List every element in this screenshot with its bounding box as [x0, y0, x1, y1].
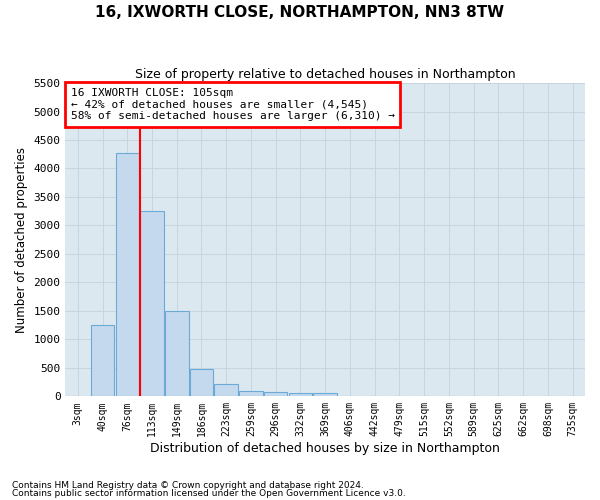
Text: Contains HM Land Registry data © Crown copyright and database right 2024.: Contains HM Land Registry data © Crown c… [12, 480, 364, 490]
Bar [313, 394, 337, 396]
X-axis label: Distribution of detached houses by size in Northampton: Distribution of detached houses by size … [150, 442, 500, 455]
Bar [239, 390, 263, 396]
Bar [214, 384, 238, 396]
Y-axis label: Number of detached properties: Number of detached properties [15, 146, 28, 332]
Bar [91, 325, 114, 396]
Bar [116, 152, 139, 396]
Bar [140, 211, 164, 396]
Bar [165, 311, 188, 396]
Title: Size of property relative to detached houses in Northampton: Size of property relative to detached ho… [135, 68, 515, 80]
Text: 16, IXWORTH CLOSE, NORTHAMPTON, NN3 8TW: 16, IXWORTH CLOSE, NORTHAMPTON, NN3 8TW [95, 5, 505, 20]
Text: Contains public sector information licensed under the Open Government Licence v3: Contains public sector information licen… [12, 489, 406, 498]
Bar [289, 393, 312, 396]
Bar [264, 392, 287, 396]
Bar [190, 369, 213, 396]
Text: 16 IXWORTH CLOSE: 105sqm
← 42% of detached houses are smaller (4,545)
58% of sem: 16 IXWORTH CLOSE: 105sqm ← 42% of detach… [71, 88, 395, 121]
